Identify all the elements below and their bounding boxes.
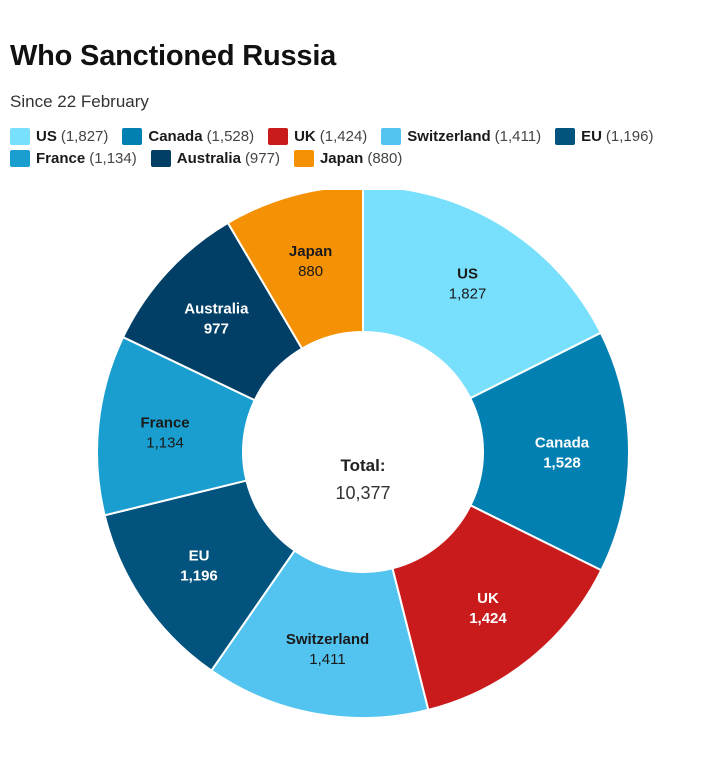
legend-value: (880) [367, 150, 403, 167]
legend-label: Canada [148, 128, 203, 145]
chart-subtitle: Since 22 February [10, 92, 149, 111]
slice-value: 1,411 [309, 651, 345, 668]
slice-label: Australia [184, 300, 249, 317]
legend-item-us: US (1,827) [10, 128, 108, 145]
legend-value: (1,196) [605, 128, 654, 145]
donut-hole [243, 332, 483, 572]
slices-group [96, 190, 630, 719]
slice-value: 977 [204, 320, 229, 337]
center-total-value: 10,377 [335, 483, 390, 503]
slice-label: UK [477, 590, 499, 607]
legend-value: (1,411) [494, 128, 542, 145]
legend-swatch [381, 128, 402, 145]
slice-labels-group: US 1,827 Canada 1,528 UK 1,424 Switzerland 1,41… [140, 243, 589, 668]
legend-item-uk: UK (1,424) [268, 128, 367, 145]
legend-swatch [293, 150, 314, 167]
legend-item-eu: EU (1,196) [555, 128, 653, 145]
slice-value: 1,528 [543, 455, 581, 472]
legend-item-france: France (1,134) [10, 150, 137, 167]
legend-value: (1,134) [89, 150, 137, 167]
legend-label: Switzerland [407, 128, 491, 145]
slice-label: Canada [535, 435, 590, 452]
legend-label: France [36, 150, 86, 167]
legend-label: EU [581, 128, 602, 145]
legend-value: (1,528) [206, 128, 255, 145]
legend-swatch [10, 150, 30, 167]
legend-label: UK [294, 128, 316, 145]
slice-label: France [140, 415, 189, 432]
legend-label: Japan [319, 150, 364, 167]
slice-label: Switzerland [286, 631, 369, 648]
donut-chart: US 1,827 Canada 1,528 UK 1,424 Switzerland 1,41… [96, 190, 630, 719]
legend-swatch [122, 128, 143, 145]
slice-label: Japan [289, 243, 332, 260]
slice-label: EU [189, 548, 210, 565]
legend-swatch [150, 150, 171, 167]
legend-swatch [10, 128, 30, 145]
legend-swatch [555, 128, 576, 145]
legend-item-switzerland: Switzerland (1,411) [381, 128, 541, 145]
legend-label: Australia [176, 150, 241, 167]
slice-value: 1,196 [180, 568, 218, 585]
legend-value: (977) [244, 150, 280, 167]
legend-label: US [36, 128, 57, 145]
legend-swatch [268, 128, 289, 145]
chart-legend: US (1,827) Canada (1,528) UK (1,424) Switzerla… [10, 128, 715, 167]
slice-value: 880 [298, 263, 323, 280]
legend-item-canada: Canada (1,528) [122, 128, 254, 145]
slice-label: US [457, 266, 478, 283]
legend-value: (1,424) [319, 128, 368, 145]
slice-value: 1,424 [469, 610, 507, 627]
legend-item-japan: Japan (880) [293, 150, 403, 167]
legend-item-australia: Australia (977) [150, 150, 280, 167]
slice-value: 1,827 [449, 286, 487, 303]
legend-value: (1,827) [60, 128, 109, 145]
center-total-label: Total: [340, 456, 385, 475]
chart-title: Who Sanctioned Russia [10, 40, 337, 72]
slice-value: 1,134 [146, 435, 184, 452]
